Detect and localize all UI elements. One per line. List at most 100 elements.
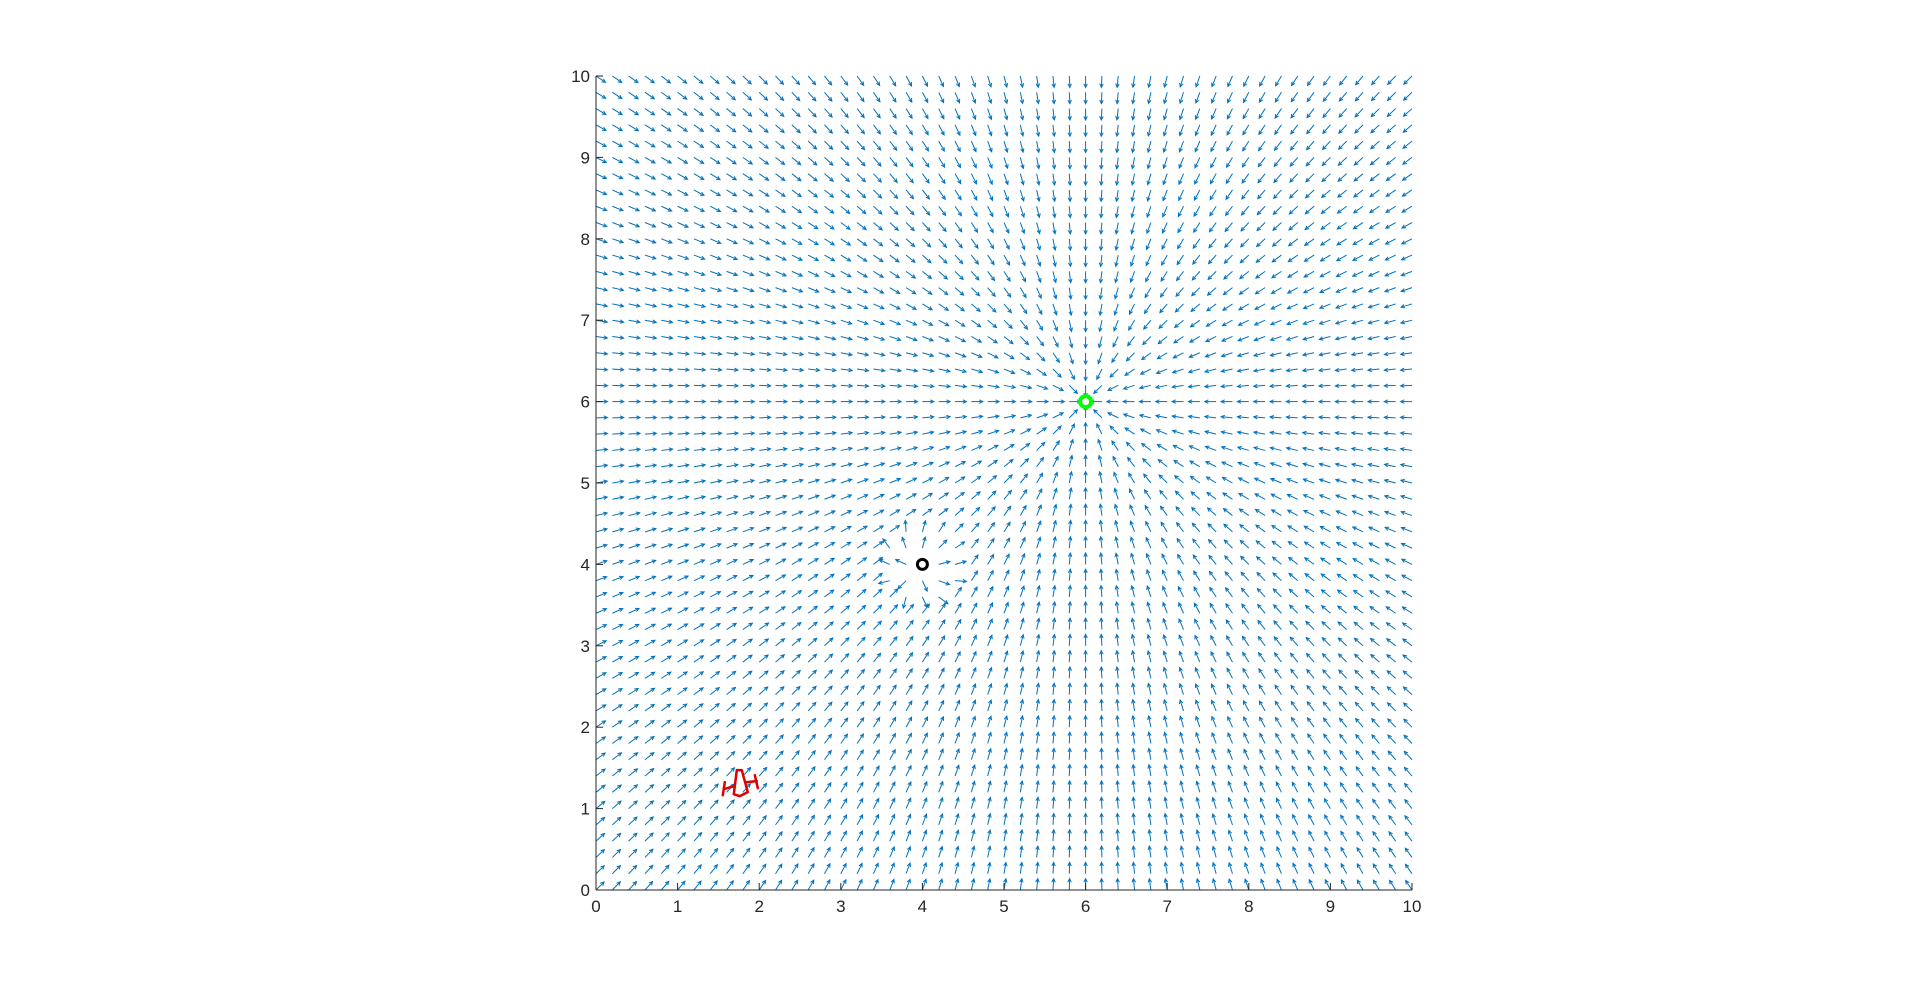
vector-arrow xyxy=(1195,683,1201,695)
vector-arrowhead xyxy=(780,160,786,166)
vector-arrowhead xyxy=(1287,257,1293,263)
vector-arrowhead xyxy=(1336,241,1342,246)
vector-arrowhead xyxy=(1291,732,1296,738)
vector-arrow xyxy=(742,543,754,549)
vector-arrow xyxy=(1003,716,1008,728)
vector-arrowhead xyxy=(1037,536,1042,542)
vector-arrowhead xyxy=(634,703,640,709)
vector-arrow xyxy=(693,864,702,875)
vector-arrowhead xyxy=(812,112,817,118)
vector-arrowhead xyxy=(1222,290,1228,296)
vector-arrow xyxy=(873,478,885,484)
vector-arrowhead xyxy=(989,585,994,591)
vector-arrow xyxy=(1163,667,1168,679)
vector-arrowhead xyxy=(763,734,768,740)
vector-arrow xyxy=(807,542,819,549)
vector-arrow xyxy=(873,701,881,712)
vector-arrow xyxy=(856,798,864,809)
vector-arrow xyxy=(693,687,704,696)
vector-arrowhead xyxy=(1369,637,1375,643)
vector-arrow xyxy=(1308,814,1315,826)
vector-arrowhead xyxy=(668,399,674,404)
vector-arrowhead xyxy=(959,291,965,296)
vector-arrowhead xyxy=(1036,245,1042,251)
vector-arrowhead xyxy=(831,352,837,357)
vector-arrowhead xyxy=(635,479,642,484)
vector-arrow xyxy=(628,205,640,212)
vector-arrow xyxy=(1144,489,1152,500)
vector-arrow xyxy=(709,671,720,679)
vector-arrow xyxy=(1052,108,1055,120)
vector-arrowhead xyxy=(978,414,984,419)
vector-arrow xyxy=(938,173,946,184)
vector-arrowhead xyxy=(685,383,691,388)
vector-arrowhead xyxy=(1321,161,1327,167)
vector-arrowhead xyxy=(617,752,623,757)
vector-arrow xyxy=(677,512,689,517)
vector-arrow xyxy=(1146,569,1152,581)
vector-arrowhead xyxy=(1163,828,1168,834)
vector-arrow xyxy=(954,651,961,663)
vector-arrow xyxy=(1306,140,1315,151)
vector-arrow xyxy=(742,559,754,565)
vector-arrowhead xyxy=(957,211,963,217)
vector-arrow xyxy=(970,554,979,565)
vector-arrow xyxy=(1052,271,1057,283)
vector-arrowhead xyxy=(987,828,992,835)
vector-arrowhead xyxy=(1035,844,1040,851)
vector-arrow xyxy=(808,352,820,356)
vector-arrowhead xyxy=(894,242,900,247)
vector-arrowhead xyxy=(1070,422,1075,428)
vector-arrow xyxy=(1194,619,1201,630)
vector-arrowhead xyxy=(1129,536,1135,542)
vector-arrow xyxy=(677,543,689,549)
vector-arrow xyxy=(1112,456,1119,467)
vector-arrow xyxy=(742,108,752,117)
vector-arrowhead xyxy=(928,321,934,326)
vector-arrow xyxy=(1130,520,1136,533)
vector-arrowhead xyxy=(1301,399,1307,404)
vector-arrow xyxy=(644,319,657,323)
vector-arrowhead xyxy=(896,321,902,326)
vector-arrow xyxy=(1371,75,1380,85)
vector-arrow xyxy=(1195,748,1201,760)
vector-arrow xyxy=(644,736,655,744)
vector-arrowhead xyxy=(957,618,962,624)
vector-arrowhead xyxy=(1113,471,1118,477)
vector-arrowhead xyxy=(1306,700,1312,706)
vector-arrowhead xyxy=(1224,555,1229,560)
vector-arrow xyxy=(1189,445,1201,451)
vector-arrowhead xyxy=(717,287,723,293)
vector-arrow xyxy=(1036,829,1039,842)
vector-arrowhead xyxy=(1023,325,1029,330)
vector-arrowhead xyxy=(1097,454,1103,460)
vector-arrowhead xyxy=(683,207,689,212)
vector-arrow xyxy=(644,865,654,875)
vector-arrow xyxy=(970,271,980,281)
vector-arrow xyxy=(1224,555,1233,565)
vector-arrow xyxy=(677,703,687,712)
vector-arrowhead xyxy=(666,655,672,660)
vector-arrow xyxy=(1146,585,1152,598)
vector-arrow xyxy=(710,254,722,260)
vector-arrowhead xyxy=(749,288,755,293)
vector-arrowhead xyxy=(765,574,771,579)
vector-arrowhead xyxy=(1163,731,1168,737)
vector-arrowhead xyxy=(1340,862,1345,868)
vector-arrowhead xyxy=(962,414,968,420)
vector-arrow xyxy=(1036,336,1044,346)
vector-arrow xyxy=(1019,458,1029,468)
vector-arrowhead xyxy=(814,510,820,515)
vector-arrowhead xyxy=(797,224,803,230)
vector-arrow xyxy=(1175,506,1184,516)
vector-arrow xyxy=(1036,504,1042,516)
vector-arrow xyxy=(1019,813,1023,825)
vector-arrow xyxy=(987,173,993,185)
vector-arrowhead xyxy=(1187,429,1193,435)
vector-arrowhead xyxy=(1369,653,1375,659)
vector-arrowhead xyxy=(1372,863,1377,869)
vector-arrow xyxy=(595,238,607,243)
vector-arrow xyxy=(1191,522,1201,533)
vector-arrowhead xyxy=(864,415,870,420)
vector-arrow xyxy=(889,525,900,533)
